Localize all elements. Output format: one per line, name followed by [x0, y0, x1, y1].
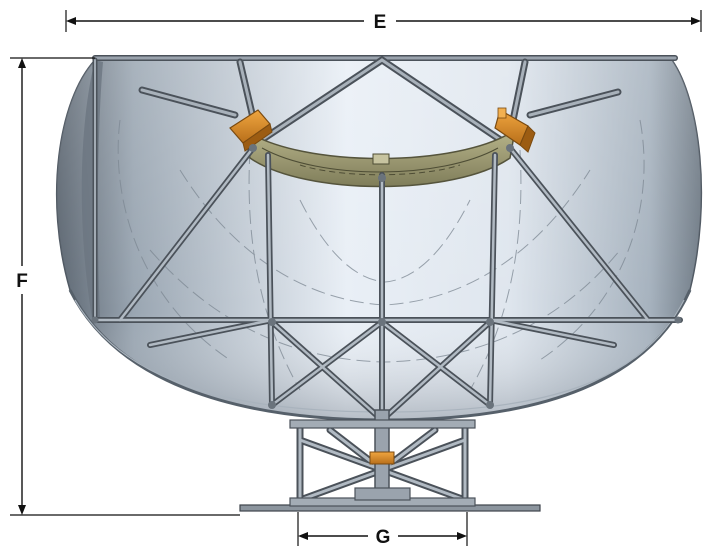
pedestal-mount [239, 409, 541, 512]
dimension-g [297, 512, 468, 546]
top-frame [92, 55, 678, 323]
dimension-label-e: E [374, 12, 387, 33]
mount-bracket-left [229, 109, 273, 152]
dimension-e [65, 10, 702, 32]
dimension-f [10, 57, 240, 516]
dimension-label-g: G [376, 527, 391, 546]
support-struts [91, 144, 683, 423]
mount-bracket-right [494, 107, 536, 153]
dimension-label-f: F [16, 271, 28, 292]
